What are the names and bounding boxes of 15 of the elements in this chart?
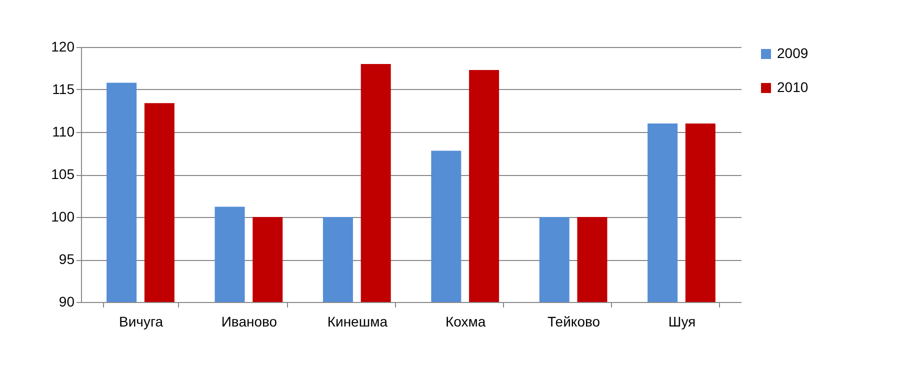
x-tick-label: Шуя (668, 314, 696, 330)
y-tick-label: 105 (51, 166, 75, 182)
y-tick-label: 115 (52, 81, 75, 97)
legend-label: 2010 (777, 79, 808, 95)
y-tick-label: 110 (52, 124, 75, 140)
y-tick-label: 100 (51, 208, 75, 224)
legend-label: 2009 (777, 45, 808, 61)
x-tick-label: Кинешма (327, 314, 388, 330)
x-tick-label: Тейково (548, 314, 600, 330)
x-tick-label: Кохма (445, 314, 486, 330)
x-tick-label: Иваново (221, 314, 278, 330)
y-tick-label: 95 (58, 251, 75, 267)
y-tick-label: 90 (58, 294, 75, 310)
y-tick-label: 120 (51, 38, 75, 54)
x-tick-label: Вичуга (118, 314, 164, 330)
